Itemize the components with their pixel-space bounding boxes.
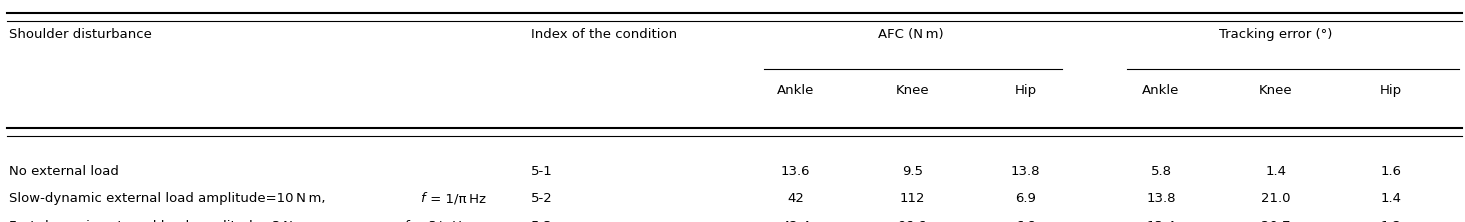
- Text: 1.4: 1.4: [1380, 192, 1402, 205]
- Text: 13.8: 13.8: [1011, 165, 1040, 178]
- Text: 13.8: 13.8: [1146, 192, 1176, 205]
- Text: 112: 112: [900, 192, 924, 205]
- Text: Ankle: Ankle: [776, 84, 815, 97]
- Text: Tracking error (°): Tracking error (°): [1219, 28, 1333, 41]
- Text: 42.4: 42.4: [781, 220, 810, 222]
- Text: Ankle: Ankle: [1143, 84, 1179, 97]
- Text: 21.0: 21.0: [1261, 192, 1291, 205]
- Text: Fast-dynamic external load amplitude=3 N m,: Fast-dynamic external load amplitude=3 N…: [9, 220, 316, 222]
- Text: 1.2: 1.2: [1380, 220, 1402, 222]
- Text: Index of the condition: Index of the condition: [530, 28, 677, 41]
- Text: No external load: No external load: [9, 165, 119, 178]
- Text: Slow-dynamic external load amplitude=10 N m,: Slow-dynamic external load amplitude=10 …: [9, 192, 330, 205]
- Text: 96.6: 96.6: [898, 220, 927, 222]
- Text: 1.6: 1.6: [1380, 165, 1402, 178]
- Text: Knee: Knee: [1258, 84, 1292, 97]
- Text: 13.6: 13.6: [781, 165, 810, 178]
- Text: Hip: Hip: [1015, 84, 1037, 97]
- Text: f: f: [420, 192, 425, 205]
- Text: f: f: [403, 220, 407, 222]
- Text: 42: 42: [787, 192, 804, 205]
- Text: 1.4: 1.4: [1266, 165, 1286, 178]
- Text: Hip: Hip: [1380, 84, 1402, 97]
- Text: Knee: Knee: [895, 84, 929, 97]
- Text: = 1/π Hz: = 1/π Hz: [426, 192, 486, 205]
- Text: = 3/π Hz: = 3/π Hz: [409, 220, 469, 222]
- Text: 6.9: 6.9: [1015, 192, 1036, 205]
- Text: 9.5: 9.5: [901, 165, 923, 178]
- Text: 5-2: 5-2: [530, 192, 552, 205]
- Text: 5.8: 5.8: [1150, 165, 1172, 178]
- Text: AFC (N m): AFC (N m): [878, 28, 943, 41]
- Text: Shoulder disturbance: Shoulder disturbance: [9, 28, 152, 41]
- Text: 20.7: 20.7: [1261, 220, 1291, 222]
- Text: 13.4: 13.4: [1146, 220, 1176, 222]
- Text: 5-3: 5-3: [530, 220, 552, 222]
- Text: 6.8: 6.8: [1015, 220, 1036, 222]
- Text: 5-1: 5-1: [530, 165, 552, 178]
